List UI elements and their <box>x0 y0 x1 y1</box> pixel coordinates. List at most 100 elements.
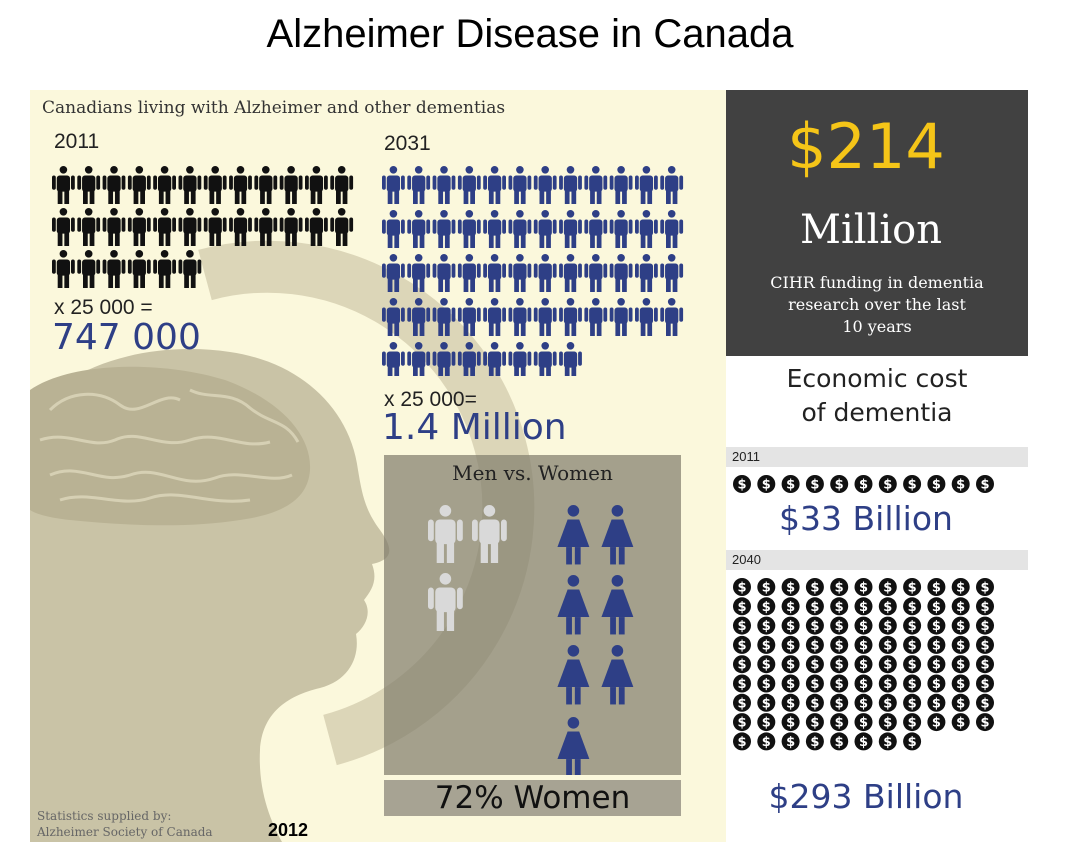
dollar-coin-icon: $ <box>878 635 897 654</box>
person-icon <box>457 298 481 336</box>
dollar-coin-icon: $ <box>927 674 946 693</box>
svg-text:$: $ <box>810 478 819 493</box>
dollar-coin-icon: $ <box>927 616 946 635</box>
multiplier-2011: x 25 000 = <box>54 296 153 319</box>
person-icon <box>508 166 532 204</box>
svg-text:$: $ <box>859 735 868 750</box>
dollar-coin-icon: $ <box>927 713 946 732</box>
svg-text:$: $ <box>737 735 746 750</box>
dollar-coin-icon: $ <box>830 616 849 635</box>
dollar-coin-icon: $ <box>878 578 897 596</box>
svg-text:$: $ <box>762 478 771 493</box>
person-icon <box>229 166 252 204</box>
person-icon <box>153 250 176 288</box>
svg-text:$: $ <box>932 600 941 615</box>
dollar-coin-icon: $ <box>733 578 751 596</box>
person-icon <box>457 342 481 376</box>
woman-icon <box>557 505 590 565</box>
funding-box: $214 Million CIHR funding in dementia re… <box>726 90 1028 356</box>
dollar-coin-icon: $ <box>976 693 994 712</box>
svg-text:$: $ <box>980 696 989 711</box>
funding-desc-line: CIHR funding in dementia <box>770 273 984 292</box>
dollar-coin-icon: $ <box>903 732 922 751</box>
person-icon <box>559 210 582 248</box>
person-icon <box>178 250 202 288</box>
person-icon <box>483 342 506 376</box>
svg-text:$: $ <box>980 581 989 596</box>
svg-text:$: $ <box>737 581 746 596</box>
man-icon <box>428 505 463 563</box>
dollar-coin-icon: $ <box>830 713 849 732</box>
dollar-coin-icon: $ <box>903 693 922 712</box>
person-icon <box>407 342 431 376</box>
svg-text:$: $ <box>786 478 795 493</box>
dollar-coin-icon: $ <box>757 732 776 751</box>
women-percentage-bar: 72% Women <box>384 780 681 816</box>
svg-text:$: $ <box>859 638 868 653</box>
dollar-coin-icon: $ <box>733 616 751 635</box>
dollar-coin-icon: $ <box>781 616 800 635</box>
person-icon <box>432 342 456 376</box>
svg-text:$: $ <box>932 677 941 692</box>
svg-text:$: $ <box>810 677 819 692</box>
person-icon <box>559 166 582 204</box>
person-icon <box>508 254 532 292</box>
svg-text:$: $ <box>737 716 746 731</box>
men-vs-women-title: Men vs. Women <box>452 461 613 485</box>
person-icon <box>584 298 608 336</box>
person-icon <box>432 166 456 204</box>
svg-text:$: $ <box>810 716 819 731</box>
dollar-coin-icon: $ <box>805 635 824 654</box>
person-icon <box>102 208 126 246</box>
dollar-coin-icon: $ <box>830 578 849 596</box>
dollar-coin-icon: $ <box>903 597 922 616</box>
svg-text:$: $ <box>908 638 917 653</box>
woman-icon <box>601 505 634 565</box>
svg-text:$: $ <box>908 600 917 615</box>
year-2031-label: 2031 <box>384 132 431 155</box>
svg-text:$: $ <box>908 658 917 673</box>
svg-text:$: $ <box>835 677 844 692</box>
dollar-coin-icon: $ <box>951 655 970 674</box>
dollar-coin-icon: $ <box>927 655 946 674</box>
dollar-coin-icon: $ <box>805 732 824 751</box>
svg-text:$: $ <box>762 696 771 711</box>
svg-text:$: $ <box>908 716 917 731</box>
svg-text:$: $ <box>762 716 771 731</box>
svg-text:$: $ <box>908 478 917 493</box>
svg-text:$: $ <box>762 658 771 673</box>
dollar-coin-icon: $ <box>976 578 994 596</box>
person-icon <box>153 166 176 204</box>
svg-text:$: $ <box>835 600 844 615</box>
person-icon <box>609 254 633 292</box>
person-icon <box>305 166 328 204</box>
svg-text:$: $ <box>859 696 868 711</box>
dollar-coin-icon: $ <box>854 713 873 732</box>
svg-text:$: $ <box>786 677 795 692</box>
funding-description: CIHR funding in dementia research over t… <box>726 272 1028 338</box>
dollar-coin-icon: $ <box>903 616 922 635</box>
svg-text:$: $ <box>762 735 771 750</box>
svg-text:$: $ <box>956 716 965 731</box>
svg-text:$: $ <box>810 658 819 673</box>
coin-grids: $ $ $ $ $ $ $ $ $ $ $$ $ $ $ $ $ $ $ $ $ $$ $ $ $ $ $ $ $ $ $ $$ $ $ $ $ $ $… <box>733 475 994 751</box>
svg-text:$: $ <box>883 581 892 596</box>
svg-text:$: $ <box>883 735 892 750</box>
person-icon <box>127 250 151 288</box>
person-icon <box>382 298 405 336</box>
funding-desc-line: research over the last <box>788 295 966 314</box>
dollar-coin-icon: $ <box>854 616 873 635</box>
person-icon <box>533 254 557 292</box>
person-icon <box>635 254 658 292</box>
dollar-coin-icon: $ <box>903 713 922 732</box>
dollar-coin-icon: $ <box>830 597 849 616</box>
svg-text:$: $ <box>956 658 965 673</box>
person-icon <box>77 250 101 288</box>
svg-text:$: $ <box>908 619 917 634</box>
person-icon <box>203 166 227 204</box>
person-icon <box>483 298 506 336</box>
svg-text:$: $ <box>786 581 795 596</box>
svg-text:$: $ <box>762 677 771 692</box>
svg-text:$: $ <box>956 696 965 711</box>
dollar-coin-icon: $ <box>757 578 776 596</box>
